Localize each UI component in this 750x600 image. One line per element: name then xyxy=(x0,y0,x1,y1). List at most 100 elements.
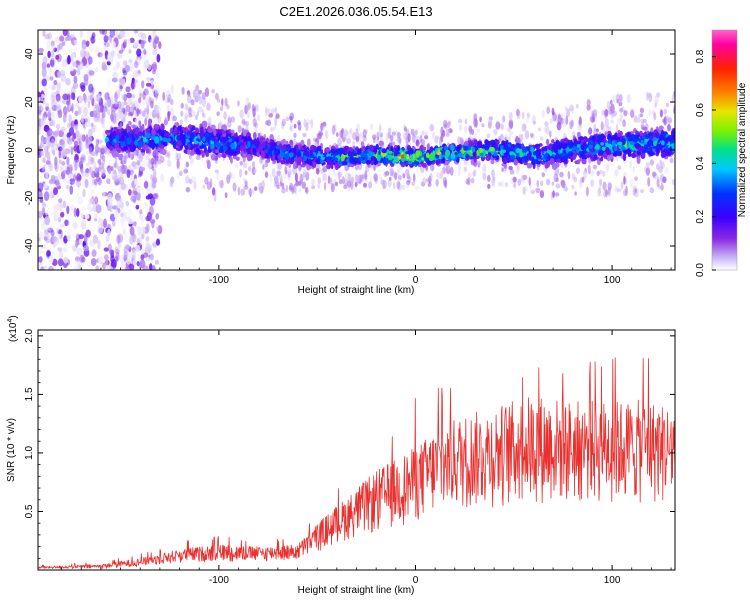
heat-cell xyxy=(75,256,80,262)
heat-cell xyxy=(337,171,341,180)
heat-cell xyxy=(57,109,63,119)
heat-cell xyxy=(337,138,342,146)
heat-cell xyxy=(92,234,99,244)
heat-cell xyxy=(85,122,92,127)
heat-cell xyxy=(106,78,112,88)
heat-cell xyxy=(132,79,138,84)
heat-cell xyxy=(515,164,520,175)
heat-cell xyxy=(124,64,130,73)
heat-cell xyxy=(46,40,52,48)
heat-cell xyxy=(110,259,117,268)
heat-cell xyxy=(95,265,100,270)
heat-cell xyxy=(54,101,58,111)
heat-cell xyxy=(46,250,51,257)
heat-cell xyxy=(44,216,50,226)
heat-cell xyxy=(126,38,131,45)
heat-cell xyxy=(192,89,197,98)
heat-cell xyxy=(524,130,530,140)
heat-cell xyxy=(513,159,518,166)
heat-cell xyxy=(97,239,101,250)
heat-cell xyxy=(140,101,145,107)
heat-cell xyxy=(429,123,435,132)
heat-cell xyxy=(191,175,197,183)
heat-cell xyxy=(599,178,602,187)
heat-cell xyxy=(342,137,346,143)
heat-cell xyxy=(126,92,132,99)
heat-cell xyxy=(141,152,146,160)
heat-cell xyxy=(482,165,486,174)
heat-cell xyxy=(664,115,670,120)
heat-cell xyxy=(487,174,491,183)
heat-cell xyxy=(622,153,627,161)
heat-cell xyxy=(139,152,143,162)
heat-cell xyxy=(240,188,245,196)
heat-cell xyxy=(389,176,392,181)
heat-cell xyxy=(51,117,56,122)
heat-cell xyxy=(287,168,292,176)
heat-cell xyxy=(445,129,450,134)
heat-cell xyxy=(359,132,364,139)
heat-cell xyxy=(51,249,57,255)
heat-cell xyxy=(165,152,170,158)
heat-cell xyxy=(97,217,103,226)
heat-cell xyxy=(237,186,241,196)
heat-cell xyxy=(126,169,131,179)
heat-cell xyxy=(128,58,133,64)
heat-cell xyxy=(548,130,552,138)
heat-cell xyxy=(97,257,104,263)
heat-cell xyxy=(142,91,146,101)
heat-cell xyxy=(555,183,561,189)
heat-cell xyxy=(75,175,79,182)
heat-cell xyxy=(427,182,432,188)
heat-cell xyxy=(83,123,87,130)
heat-cell xyxy=(311,185,316,190)
heat-cell xyxy=(99,253,103,262)
heat-cell xyxy=(83,103,88,110)
heat-cell xyxy=(117,200,121,206)
heat-cell xyxy=(224,192,228,199)
heat-cell xyxy=(130,94,136,99)
heat-cell xyxy=(60,211,65,218)
heat-cell xyxy=(95,105,101,112)
heat-cell xyxy=(133,41,138,48)
heat-cell xyxy=(449,166,454,176)
heat-cell xyxy=(324,129,329,140)
heat-cell xyxy=(154,160,158,169)
heat-cell xyxy=(92,112,96,122)
heat-cell xyxy=(66,101,70,106)
heat-cell xyxy=(145,236,150,242)
heat-cell xyxy=(431,163,435,172)
heat-cell xyxy=(398,174,402,181)
heat-cell xyxy=(429,173,433,183)
heat-cell xyxy=(40,265,45,270)
heat-cell xyxy=(84,51,90,59)
heat-cell xyxy=(601,109,605,116)
heat-cell xyxy=(512,176,517,183)
heat-cell xyxy=(279,173,283,181)
heat-cell xyxy=(669,158,674,164)
heat-cell xyxy=(41,137,45,148)
heat-cell xyxy=(104,258,109,268)
heat-cell xyxy=(523,123,527,131)
heat-cell xyxy=(116,197,122,203)
heat-cell xyxy=(145,256,151,261)
heat-cell xyxy=(216,111,220,116)
heat-cell xyxy=(179,170,183,177)
heat-cell xyxy=(50,44,56,52)
heat-cell xyxy=(50,50,55,58)
heat-cell xyxy=(421,162,427,168)
heat-cell xyxy=(151,183,156,188)
heat-cell xyxy=(170,84,174,95)
heat-cell xyxy=(95,167,100,174)
heat-cell xyxy=(412,173,416,183)
heat-cell xyxy=(115,251,120,262)
heat-cell xyxy=(79,142,83,153)
heat-cell xyxy=(612,110,617,117)
heat-cell xyxy=(148,158,152,164)
heat-cell xyxy=(103,254,109,261)
heat-cell xyxy=(91,249,97,257)
heat-cell xyxy=(344,182,349,189)
heat-cell xyxy=(444,180,448,190)
heat-cell xyxy=(556,121,562,131)
heat-cell xyxy=(98,104,103,113)
